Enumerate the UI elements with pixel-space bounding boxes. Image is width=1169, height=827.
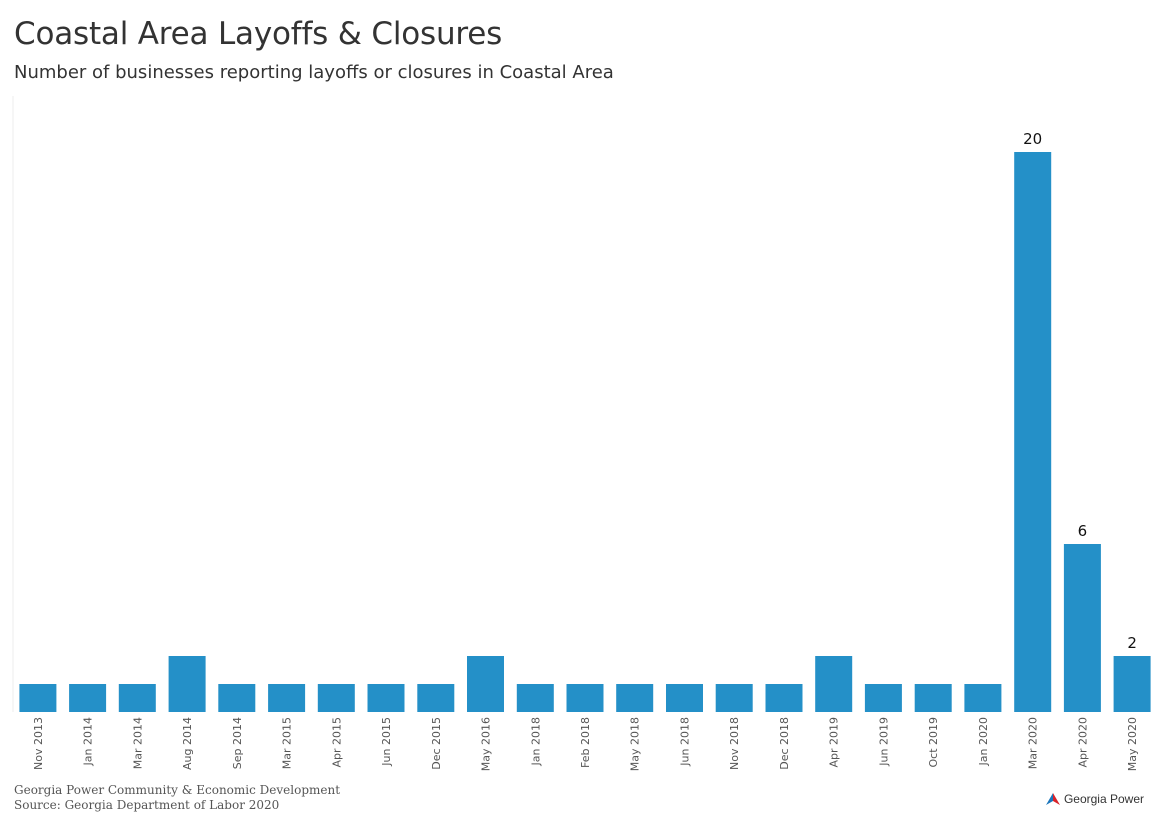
x-tick-label: May 2018 bbox=[629, 717, 642, 771]
georgia-power-logo: Georgia Power bbox=[1045, 792, 1144, 806]
bar-aug-2014 bbox=[168, 656, 206, 712]
footer: Georgia Power Community & Economic Devel… bbox=[14, 783, 340, 813]
bar-feb-2018 bbox=[566, 684, 604, 712]
x-tick-label: Aug 2014 bbox=[181, 717, 194, 770]
bar-jan-2020 bbox=[964, 684, 1002, 712]
data-label: 20 bbox=[1023, 130, 1042, 148]
x-tick-label: Dec 2015 bbox=[430, 717, 443, 770]
bar-apr-2019 bbox=[815, 656, 853, 712]
bar-jan-2018 bbox=[516, 684, 554, 712]
bar-dec-2015 bbox=[417, 684, 455, 712]
x-tick-label: Mar 2020 bbox=[1027, 717, 1040, 769]
bar-apr-2020 bbox=[1063, 544, 1101, 712]
x-tick-label: Nov 2018 bbox=[728, 717, 741, 770]
chart-title: Coastal Area Layoffs & Closures bbox=[14, 16, 503, 52]
chart-subtitle: Number of businesses reporting layoffs o… bbox=[14, 62, 614, 83]
credit-text: Georgia Power Community & Economic Devel… bbox=[14, 783, 341, 797]
bar-jun-2015 bbox=[367, 684, 405, 712]
bar-mar-2014 bbox=[118, 684, 156, 712]
x-tick-label: Jan 2018 bbox=[529, 717, 542, 766]
x-tick-label: Mar 2015 bbox=[281, 717, 294, 769]
bar-oct-2019 bbox=[914, 684, 952, 712]
x-tick-label: Jun 2019 bbox=[877, 717, 890, 767]
bar-sep-2014 bbox=[218, 684, 256, 712]
bar-mar-2020 bbox=[1014, 152, 1052, 712]
x-tick-label: Jan 2020 bbox=[977, 717, 990, 766]
data-label: 2 bbox=[1127, 634, 1137, 652]
x-tick-label: May 2020 bbox=[1126, 717, 1139, 771]
x-tick-label: Dec 2018 bbox=[778, 717, 791, 770]
x-tick-label: Oct 2019 bbox=[927, 717, 940, 768]
bar-apr-2015 bbox=[317, 684, 355, 712]
bar-may-2016 bbox=[467, 656, 504, 712]
bar-may-2020 bbox=[1113, 656, 1151, 712]
x-tick-label: Nov 2013 bbox=[32, 717, 45, 770]
bar-mar-2015 bbox=[268, 684, 306, 712]
x-tick-label: Apr 2015 bbox=[330, 717, 343, 768]
bar-nov-2013 bbox=[19, 684, 57, 712]
x-tick-label: Jun 2015 bbox=[380, 717, 393, 767]
bar-jun-2018 bbox=[666, 684, 703, 712]
logo-text: Georgia Power bbox=[1063, 792, 1144, 806]
x-tick-label: Mar 2014 bbox=[131, 717, 144, 769]
logo-icon bbox=[1045, 793, 1060, 805]
x-tick-label: Feb 2018 bbox=[579, 717, 592, 768]
bar-may-2018 bbox=[616, 684, 654, 712]
x-tick-label: Jan 2014 bbox=[82, 717, 95, 766]
x-tick-label: Apr 2020 bbox=[1076, 717, 1089, 768]
bar-jan-2014 bbox=[69, 684, 107, 712]
bar-dec-2018 bbox=[765, 684, 803, 712]
bar-jun-2019 bbox=[864, 684, 902, 712]
x-tick-label: Jun 2018 bbox=[679, 717, 692, 767]
data-label: 6 bbox=[1078, 522, 1088, 540]
source-text: Source: Georgia Department of Labor 2020 bbox=[14, 798, 280, 812]
x-tick-label: Sep 2014 bbox=[231, 717, 244, 769]
bar-nov-2018 bbox=[715, 684, 753, 712]
x-tick-label: Apr 2019 bbox=[828, 717, 841, 768]
x-tick-label: May 2016 bbox=[480, 717, 493, 771]
